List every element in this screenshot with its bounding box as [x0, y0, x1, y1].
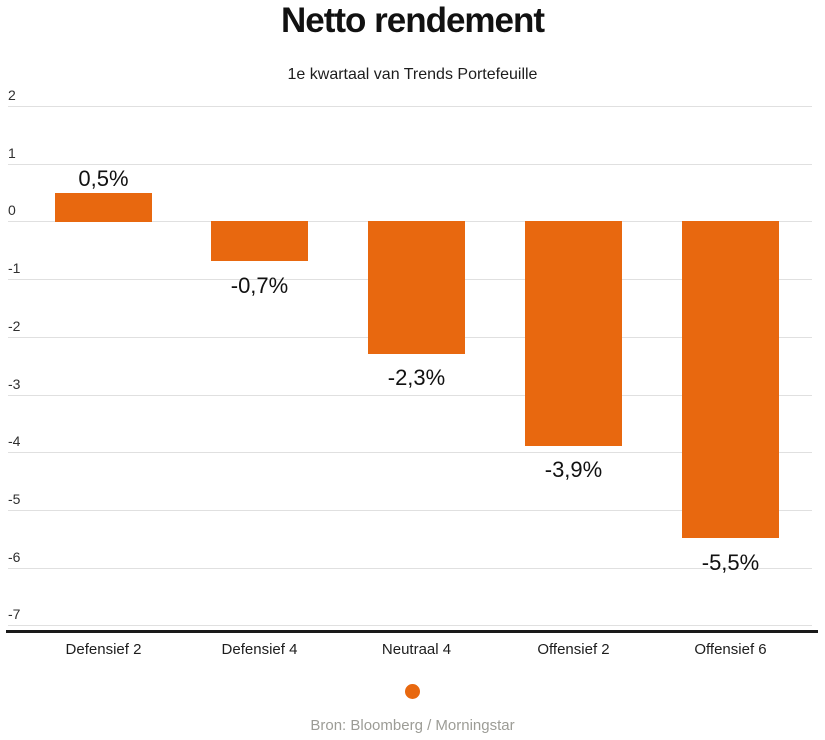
bar-value-label: -0,7% [230, 273, 289, 298]
gridline [8, 164, 812, 165]
y-tick-label: 1 [8, 145, 16, 161]
x-axis-line [6, 630, 818, 633]
y-tick-label: -7 [8, 606, 21, 622]
y-tick-label: 2 [8, 87, 16, 103]
y-tick-label: -2 [8, 318, 21, 334]
bar [211, 221, 308, 261]
gridline [8, 452, 812, 453]
x-category-label: Defensief 4 [221, 641, 298, 658]
bar-value-label: 0,5% [78, 166, 129, 191]
x-category-label: Defensief 2 [65, 641, 142, 658]
y-tick-label: -1 [8, 260, 21, 276]
bar [682, 221, 779, 538]
x-category-label: Offensief 6 [694, 641, 767, 658]
bar-value-label: -3,9% [544, 457, 603, 482]
y-tick-label: 0 [8, 202, 16, 218]
y-tick-label: -6 [8, 549, 21, 565]
y-tick-label: -3 [8, 376, 21, 392]
x-category-label: Neutraal 4 [381, 641, 452, 658]
gridline [8, 106, 812, 107]
source-text: Bron: Bloomberg / Morningstar [310, 717, 515, 734]
bar [368, 221, 465, 354]
gridline [8, 510, 812, 511]
bar [525, 221, 622, 446]
chart-subtitle: 1e kwartaal van Trends Portefeuille [287, 66, 538, 83]
gridline [8, 395, 812, 396]
chart-title: Netto rendement [280, 1, 545, 40]
x-category-label: Offensief 2 [537, 641, 610, 658]
legend [0, 684, 825, 704]
bar [55, 193, 152, 222]
y-tick-label: -5 [8, 491, 21, 507]
gridline [8, 568, 812, 569]
y-tick-label: -4 [8, 433, 21, 449]
bar-value-label: -5,5% [701, 550, 760, 575]
bar-value-label: -2,3% [387, 365, 446, 390]
legend-dot-icon [405, 684, 420, 699]
gridline [8, 625, 812, 626]
